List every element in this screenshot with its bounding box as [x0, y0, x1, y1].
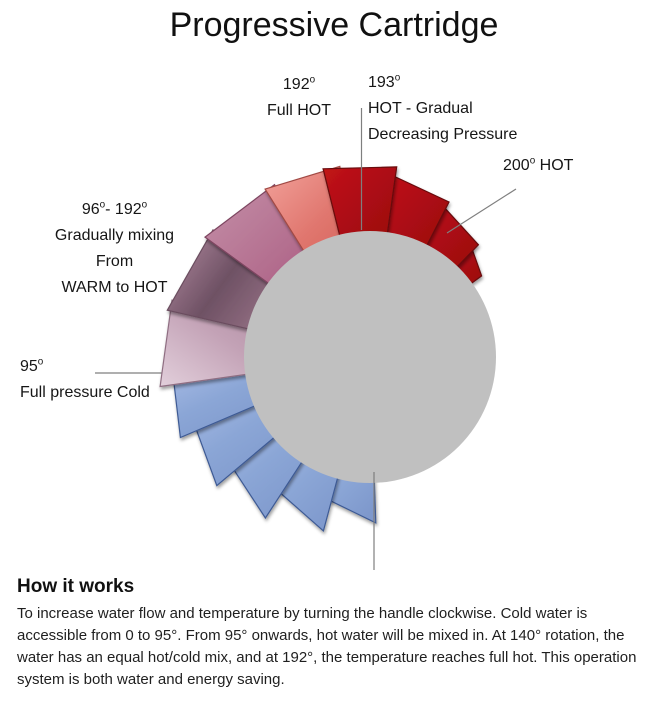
- cartridge-body-circle: [244, 231, 496, 483]
- label-line: Full HOT: [267, 102, 331, 119]
- label-line: From: [95, 253, 134, 270]
- label-192-full-hot: 192o Full HOT: [243, 72, 355, 124]
- label-line: 200o HOT: [503, 155, 574, 174]
- label-95-full-cold: 95o Full pressure Cold: [20, 354, 190, 406]
- label-193-decreasing: 193o HOT - Gradual Decreasing Pressure: [368, 70, 578, 148]
- label-warm-mixing: 96o- 192o Gradually mixing From WARM to HOT: [22, 197, 207, 301]
- label-line: Gradually mixing: [54, 227, 175, 244]
- label-line: Decreasing Pressure: [368, 126, 518, 143]
- label-line: WARM to HOT: [61, 279, 168, 296]
- leader-line: [446, 188, 517, 234]
- label-line: 192o: [282, 74, 316, 93]
- page-title: Progressive Cartridge: [169, 6, 499, 44]
- label-line: HOT - Gradual: [368, 100, 473, 117]
- label-line: Full pressure Cold: [20, 384, 150, 401]
- how-it-works-body: To increase water flow and temperature b…: [17, 605, 637, 688]
- label-line: 193o: [368, 72, 401, 91]
- label-line: 96o- 192o: [81, 199, 148, 218]
- label-200-hot: 200o HOT: [503, 153, 633, 179]
- label-line: 95o: [20, 356, 44, 375]
- how-it-works-heading: How it works: [17, 576, 135, 597]
